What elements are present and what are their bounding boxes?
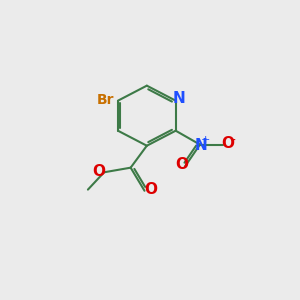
Text: O: O	[222, 136, 235, 152]
Text: -: -	[230, 134, 235, 147]
Text: O: O	[176, 157, 189, 172]
Text: O: O	[92, 164, 105, 178]
Text: O: O	[144, 182, 157, 197]
Text: +: +	[201, 135, 210, 146]
Text: N: N	[195, 138, 208, 153]
Text: Br: Br	[97, 92, 114, 106]
Text: N: N	[173, 91, 185, 106]
